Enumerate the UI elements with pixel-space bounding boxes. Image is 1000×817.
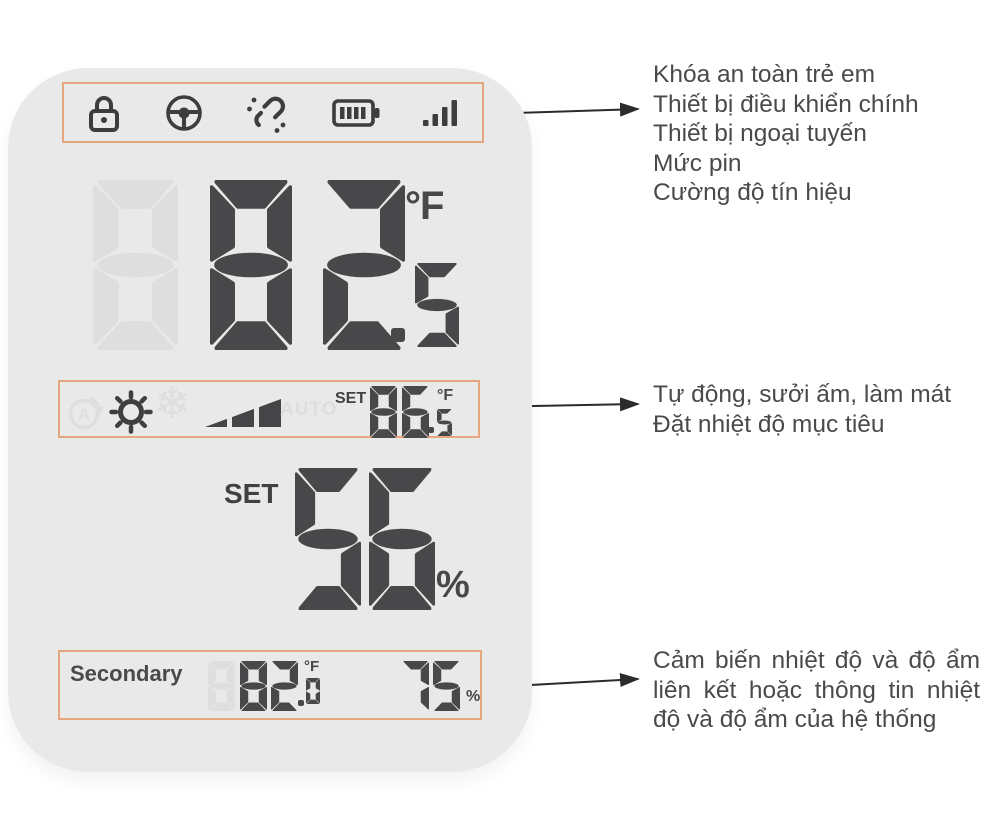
mode-panel: A ❄ AUTO SET <box>58 380 480 438</box>
svg-text:A: A <box>78 405 90 424</box>
auto-mode-icon: A <box>68 396 104 430</box>
set-temp-unit: °F <box>437 387 454 404</box>
annotation-bottom: Cảm biến nhiệt độ và độ ẩm liên kết hoặc… <box>653 647 980 733</box>
fan-speed-icon <box>205 399 281 427</box>
battery-level-icon <box>332 98 380 127</box>
annotation-line: Khóa an toàn trẻ em <box>653 61 876 88</box>
set-temp-decimal-point <box>428 427 434 433</box>
secondary-temp-value <box>240 661 298 711</box>
secondary-label: Secondary <box>70 661 183 686</box>
set-humidity-label: SET <box>224 478 279 509</box>
auto-fan-ghost-label: AUTO <box>280 399 338 420</box>
status-icons-panel <box>62 82 484 143</box>
annotation-top: Khóa an toàn trẻ em Thiết bị điều khiển … <box>653 60 983 208</box>
annotation-middle: Tự động, sưởi ấm, làm mát Đặt nhiệt độ m… <box>653 380 993 439</box>
cool-mode-snowflake-icon: ❄ <box>154 378 191 429</box>
secondary-decimal-point <box>298 700 304 706</box>
heat-mode-sun-icon <box>109 390 153 434</box>
set-temp-label: SET <box>335 390 367 407</box>
signal-strength-icon <box>423 99 457 126</box>
annotation-line: Cường độ tín hiệu <box>653 179 852 206</box>
annotation-line: Thiết bị điều khiển chính <box>653 90 919 118</box>
main-temp-decimal-digit <box>415 263 459 347</box>
secondary-ghost-digit <box>208 661 235 711</box>
main-temp-decimal-point <box>391 328 405 342</box>
secondary-humidity-value <box>402 661 460 711</box>
set-temp-value <box>370 386 429 438</box>
thermostat-device: °F A ❄ <box>8 68 532 772</box>
device-offline-icon <box>247 96 286 133</box>
annotation-line: Mức pin <box>653 149 742 177</box>
secondary-temp-decimal-digit <box>306 678 320 704</box>
child-lock-icon <box>89 95 119 132</box>
secondary-humidity-unit: % <box>466 688 481 705</box>
annotation-line: Thiết bị ngoại tuyến <box>653 120 867 147</box>
annotation-line: Đặt nhiệt độ mục tiêu <box>653 410 885 438</box>
set-temp-decimal-digit <box>437 409 452 436</box>
set-humidity-unit: % <box>436 564 470 606</box>
main-temp-value <box>210 180 405 350</box>
set-humidity-value <box>295 468 435 610</box>
annotation-line: Tự động, sưởi ấm, làm mát <box>653 381 952 408</box>
secondary-temp-unit: °F <box>304 658 320 675</box>
main-temp-unit: °F <box>405 184 444 228</box>
secondary-panel: Secondary °F % <box>58 650 482 720</box>
main-temp-ghost-digit <box>93 180 178 350</box>
main-controller-icon <box>166 94 202 131</box>
